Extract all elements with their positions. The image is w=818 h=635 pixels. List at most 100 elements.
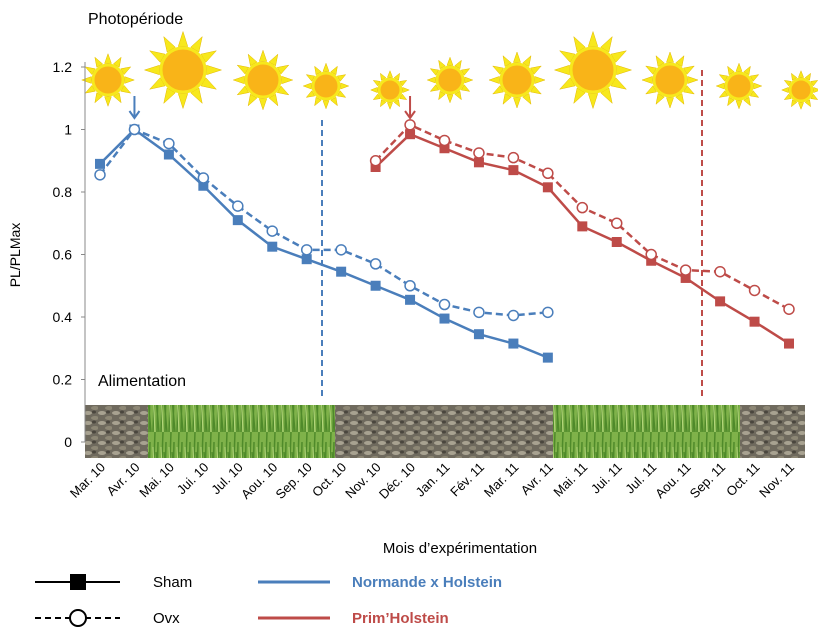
x-tick-label: Nov. 10: [342, 460, 384, 502]
sun-ray: [82, 77, 92, 84]
point: [646, 250, 656, 260]
sun-ray: [617, 65, 632, 75]
x-tick-label: Oct. 11: [723, 460, 763, 500]
sun: [642, 52, 698, 108]
point: [267, 226, 277, 236]
point: [405, 120, 415, 130]
sun-ray: [736, 63, 742, 71]
point: [164, 150, 174, 160]
point: [233, 201, 243, 211]
point: [440, 314, 450, 324]
sun-ray: [447, 95, 453, 103]
sun-ray: [178, 32, 188, 47]
sun-ray: [259, 50, 267, 61]
sun-ray: [588, 94, 598, 109]
sun-ray: [323, 63, 329, 71]
sun: [489, 52, 545, 108]
top-label: Photopériode: [88, 11, 183, 28]
x-tick-label: Sep. 11: [687, 460, 729, 502]
sun-ray: [323, 101, 329, 109]
legend-marker: [70, 574, 86, 590]
point: [681, 265, 691, 275]
feed-pellets: [335, 405, 553, 458]
point: [371, 156, 381, 166]
feed-pellets: [85, 405, 148, 458]
sun-disc: [379, 79, 401, 101]
point: [95, 170, 105, 180]
sun-ray: [798, 71, 803, 78]
point: [715, 267, 725, 277]
x-tick-label: Mar. 11: [481, 460, 522, 501]
point: [750, 317, 760, 327]
sun-ray: [125, 77, 135, 84]
sun-ray: [465, 77, 473, 83]
sun-ray: [387, 71, 392, 78]
point: [336, 245, 346, 255]
y-tick-label: 1: [64, 122, 72, 138]
sun: [82, 54, 135, 107]
sun-ray: [666, 52, 673, 62]
feed-grass: [553, 405, 740, 458]
sun-ray: [387, 103, 392, 110]
sun-ray: [489, 76, 499, 83]
sun-ray: [555, 65, 570, 75]
sun-ray: [782, 87, 789, 92]
sun-ray: [371, 87, 378, 92]
point: [440, 135, 450, 145]
x-tick-label: Fév. 11: [447, 460, 487, 500]
sun-ray: [798, 103, 803, 110]
point: [267, 242, 277, 252]
point: [543, 168, 553, 178]
sun-disc: [313, 73, 339, 99]
x-tick-label: Mai. 11: [550, 460, 590, 500]
sun-ray: [666, 98, 673, 108]
point: [750, 285, 760, 295]
sun-disc: [161, 48, 205, 92]
sun-ray: [259, 99, 267, 110]
point: [784, 304, 794, 314]
sun-disc: [654, 64, 686, 96]
point: [612, 237, 622, 247]
sun-ray: [754, 83, 762, 89]
point: [371, 281, 381, 291]
point: [405, 295, 415, 305]
sun-disc: [437, 67, 463, 93]
feed-pellets: [740, 405, 805, 458]
sun-ray: [105, 97, 112, 107]
sun-ray: [207, 65, 222, 75]
sun: [555, 32, 632, 109]
legend-marker: [70, 610, 86, 626]
sun-ray: [688, 76, 698, 83]
point: [508, 165, 518, 175]
legend-label: Sham: [153, 574, 192, 591]
sun-disc: [726, 73, 752, 99]
y-tick-label: 1.2: [53, 59, 73, 75]
point: [198, 173, 208, 183]
y-tick-label: 0: [64, 434, 72, 450]
sun-ray: [178, 94, 188, 109]
chart: Photopériode Alimentation PL/PLMax Mois …: [0, 0, 818, 630]
bottom-label: Alimentation: [98, 373, 186, 390]
point: [508, 153, 518, 163]
point: [474, 157, 484, 167]
sun-ray: [513, 52, 520, 62]
sun: [303, 63, 349, 109]
sun-disc: [501, 64, 533, 96]
sun-ray: [588, 32, 598, 47]
y-tick-label: 0.6: [53, 247, 73, 263]
sun-ray: [642, 76, 652, 83]
sun-ray: [814, 87, 818, 92]
sun-ray: [341, 83, 349, 89]
x-tick-label: Oct. 10: [309, 460, 349, 500]
legend-label: Normande x Holstein: [352, 574, 502, 591]
point: [233, 215, 243, 225]
point: [577, 203, 587, 213]
point: [543, 353, 553, 363]
x-tick-label: Jui. 10: [174, 460, 212, 498]
x-tick-label: Nov. 11: [756, 460, 797, 501]
y-tick-label: 0.4: [53, 309, 73, 325]
x-tick-label: Mar. 10: [67, 460, 108, 501]
sun: [716, 63, 762, 109]
x-tick-label: Aou. 10: [238, 460, 280, 502]
point: [164, 139, 174, 149]
